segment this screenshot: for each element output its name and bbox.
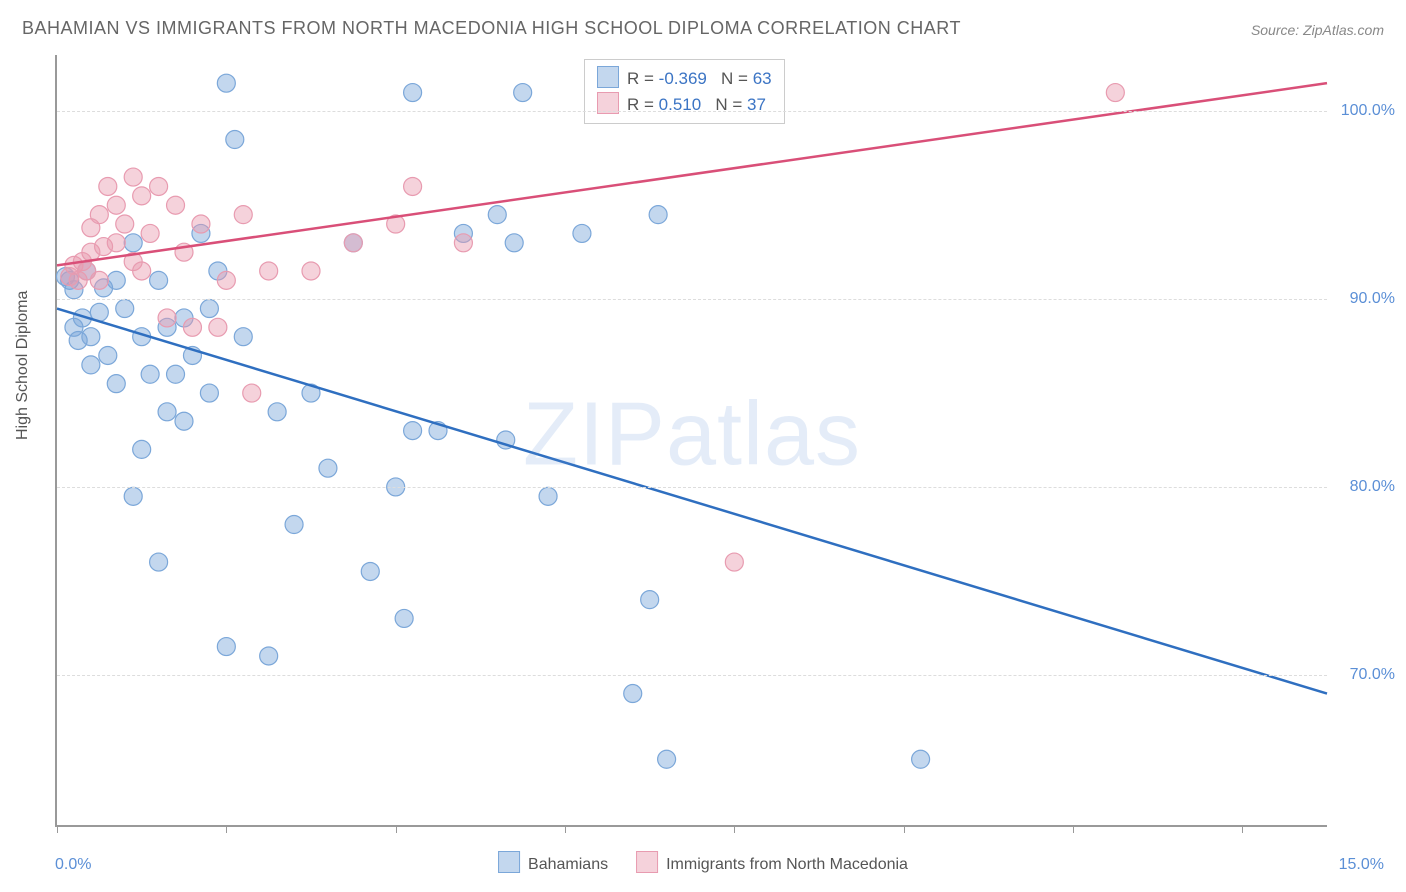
data-point (319, 459, 337, 477)
data-point (725, 553, 743, 571)
data-point (175, 412, 193, 430)
data-point (404, 84, 422, 102)
data-point (82, 328, 100, 346)
data-point (133, 262, 151, 280)
x-tick (565, 825, 566, 833)
legend-item: Bahamians (498, 851, 608, 874)
data-point (133, 440, 151, 458)
x-tick (57, 825, 58, 833)
data-point (624, 685, 642, 703)
data-point (361, 562, 379, 580)
data-point (99, 346, 117, 364)
data-point (454, 234, 472, 252)
data-point (116, 215, 134, 233)
data-point (107, 196, 125, 214)
data-point (404, 422, 422, 440)
data-point (124, 487, 142, 505)
correlation-row: R = 0.510 N = 37 (597, 92, 772, 118)
data-point (268, 403, 286, 421)
data-point (641, 591, 659, 609)
x-tick (904, 825, 905, 833)
x-tick (396, 825, 397, 833)
regression-line (57, 309, 1327, 694)
data-point (124, 234, 142, 252)
gridline (57, 675, 1327, 676)
data-point (107, 375, 125, 393)
legend-item: Immigrants from North Macedonia (636, 851, 908, 874)
y-tick-label: 70.0% (1350, 666, 1395, 684)
gridline (57, 111, 1327, 112)
data-point (217, 638, 235, 656)
chart-title: BAHAMIAN VS IMMIGRANTS FROM NORTH MACEDO… (22, 18, 961, 39)
data-point (505, 234, 523, 252)
data-point (285, 516, 303, 534)
y-tick-label: 100.0% (1341, 102, 1395, 120)
data-point (226, 131, 244, 149)
data-point (260, 262, 278, 280)
data-point (141, 365, 159, 383)
x-tick (1073, 825, 1074, 833)
gridline (57, 299, 1327, 300)
x-axis-max-label: 15.0% (1339, 856, 1384, 874)
source-label: Source: ZipAtlas.com (1251, 22, 1384, 38)
data-point (302, 262, 320, 280)
data-point (217, 74, 235, 92)
data-point (234, 328, 252, 346)
data-point (217, 271, 235, 289)
data-point (116, 300, 134, 318)
data-point (133, 187, 151, 205)
data-point (82, 356, 100, 374)
x-tick (226, 825, 227, 833)
data-point (539, 487, 557, 505)
data-point (167, 196, 185, 214)
data-point (107, 234, 125, 252)
bottom-legend: Bahamians Immigrants from North Macedonia (498, 851, 908, 874)
y-tick-label: 90.0% (1350, 290, 1395, 308)
data-point (514, 84, 532, 102)
data-point (158, 403, 176, 421)
data-point (192, 215, 210, 233)
x-tick (734, 825, 735, 833)
data-point (234, 206, 252, 224)
data-point (150, 271, 168, 289)
x-tick (1242, 825, 1243, 833)
data-point (344, 234, 362, 252)
data-point (243, 384, 261, 402)
data-point (158, 309, 176, 327)
data-point (1106, 84, 1124, 102)
x-axis-min-label: 0.0% (55, 856, 91, 874)
data-point (124, 168, 142, 186)
data-point (99, 177, 117, 195)
chart-svg (57, 55, 1327, 825)
data-point (488, 206, 506, 224)
data-point (912, 750, 930, 768)
y-tick-label: 80.0% (1350, 478, 1395, 496)
data-point (658, 750, 676, 768)
data-point (200, 384, 218, 402)
data-point (141, 224, 159, 242)
data-point (150, 553, 168, 571)
data-point (209, 318, 227, 336)
data-point (260, 647, 278, 665)
data-point (200, 300, 218, 318)
plot-area: ZIPatlas R = -0.369 N = 63R = 0.510 N = … (55, 55, 1327, 827)
y-axis-title: High School Diploma (14, 291, 32, 440)
data-point (649, 206, 667, 224)
gridline (57, 487, 1327, 488)
data-point (573, 224, 591, 242)
correlation-row: R = -0.369 N = 63 (597, 66, 772, 92)
data-point (404, 177, 422, 195)
data-point (167, 365, 185, 383)
correlation-legend-box: R = -0.369 N = 63R = 0.510 N = 37 (584, 59, 785, 124)
data-point (183, 318, 201, 336)
data-point (90, 206, 108, 224)
data-point (150, 177, 168, 195)
data-point (107, 271, 125, 289)
data-point (90, 271, 108, 289)
data-point (395, 609, 413, 627)
